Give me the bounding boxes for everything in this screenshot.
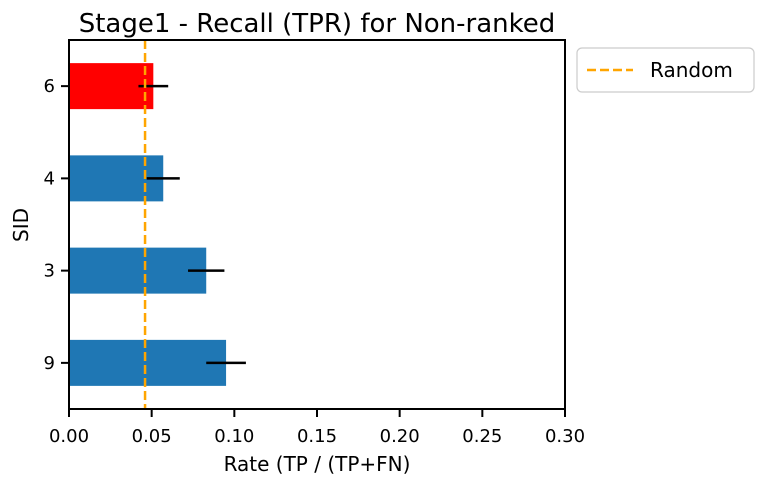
legend: Random	[576, 47, 755, 93]
x-tick-label: 0.25	[462, 426, 502, 447]
x-tick-label: 0.20	[380, 426, 420, 447]
x-tick-label: 0.15	[297, 426, 337, 447]
x-tick-label: 0.05	[132, 426, 172, 447]
y-tick-label: 4	[44, 168, 55, 189]
x-tick-label: 0.10	[214, 426, 254, 447]
y-tick-label: 6	[44, 76, 55, 97]
y-tick-label: 3	[44, 261, 55, 282]
y-axis-label: SID	[9, 208, 33, 242]
legend-box	[576, 47, 755, 93]
x-tick-label: 0.00	[49, 426, 89, 447]
x-tick-label: 0.30	[545, 426, 585, 447]
bar-3	[69, 247, 207, 294]
plot-area: 6 4 3 9 0.00 0.05 0.10 0.15 0.20 0.25 0.30	[44, 39, 585, 447]
y-tick-label: 9	[44, 353, 55, 374]
chart-title: Stage1 - Recall (TPR) for Non-ranked	[79, 9, 556, 39]
legend-label-random: Random	[650, 58, 733, 82]
bar-9	[69, 339, 227, 386]
x-axis-label: Rate (TP / (TP+FN)	[224, 452, 411, 476]
